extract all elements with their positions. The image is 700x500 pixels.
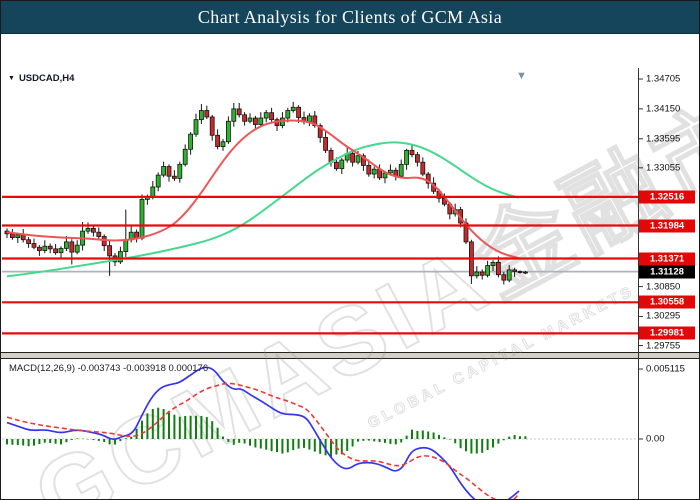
price-tick-label: 1.33055 bbox=[646, 162, 681, 174]
chevron-down-icon: ▼ bbox=[8, 75, 15, 82]
chart-window: 11 Sep 202016 Sep 08:0020 Sep 21:0123 Se… bbox=[1, 32, 699, 499]
price-axis-border bbox=[638, 68, 639, 499]
title-bar: Chart Analysis for Clients of GCM Asia bbox=[1, 1, 699, 33]
price-tick-label: 1.33595 bbox=[646, 133, 681, 145]
macd-indicator-label: MACD(12,26,9) -0.003743 -0.003918 0.0001… bbox=[9, 363, 209, 374]
symbol-label: USDCAD,H4 bbox=[18, 73, 75, 84]
price-level-badge: 1.31984 bbox=[639, 219, 695, 233]
macd-tick-label: 0.005115 bbox=[646, 363, 685, 375]
macd-tick-label: 0.00 bbox=[646, 433, 665, 445]
price-tick-label: 1.34705 bbox=[646, 73, 681, 85]
panel-divider[interactable] bbox=[1, 353, 699, 359]
current-price-badge: 1.31128 bbox=[639, 265, 695, 279]
price-level-badge: 1.31371 bbox=[639, 252, 695, 266]
price-level-badge: 1.30558 bbox=[639, 295, 695, 309]
chart-shift-marker-icon[interactable]: ▼ bbox=[516, 70, 527, 82]
price-level-badge: 1.29981 bbox=[639, 326, 695, 340]
price-tick-label: 1.30295 bbox=[646, 310, 681, 322]
price-tick-label: 1.34150 bbox=[646, 103, 681, 115]
macd-panel bbox=[1, 360, 699, 499]
main-chart-panel bbox=[1, 68, 699, 353]
price-tick-label: 1.30850 bbox=[646, 281, 681, 293]
price-level-badge: 1.32516 bbox=[639, 190, 695, 204]
page-title: Chart Analysis for Clients of GCM Asia bbox=[197, 6, 503, 27]
symbol-selector[interactable]: ▼ USDCAD,H4 bbox=[8, 73, 74, 84]
price-tick-label: 1.29755 bbox=[646, 340, 681, 352]
